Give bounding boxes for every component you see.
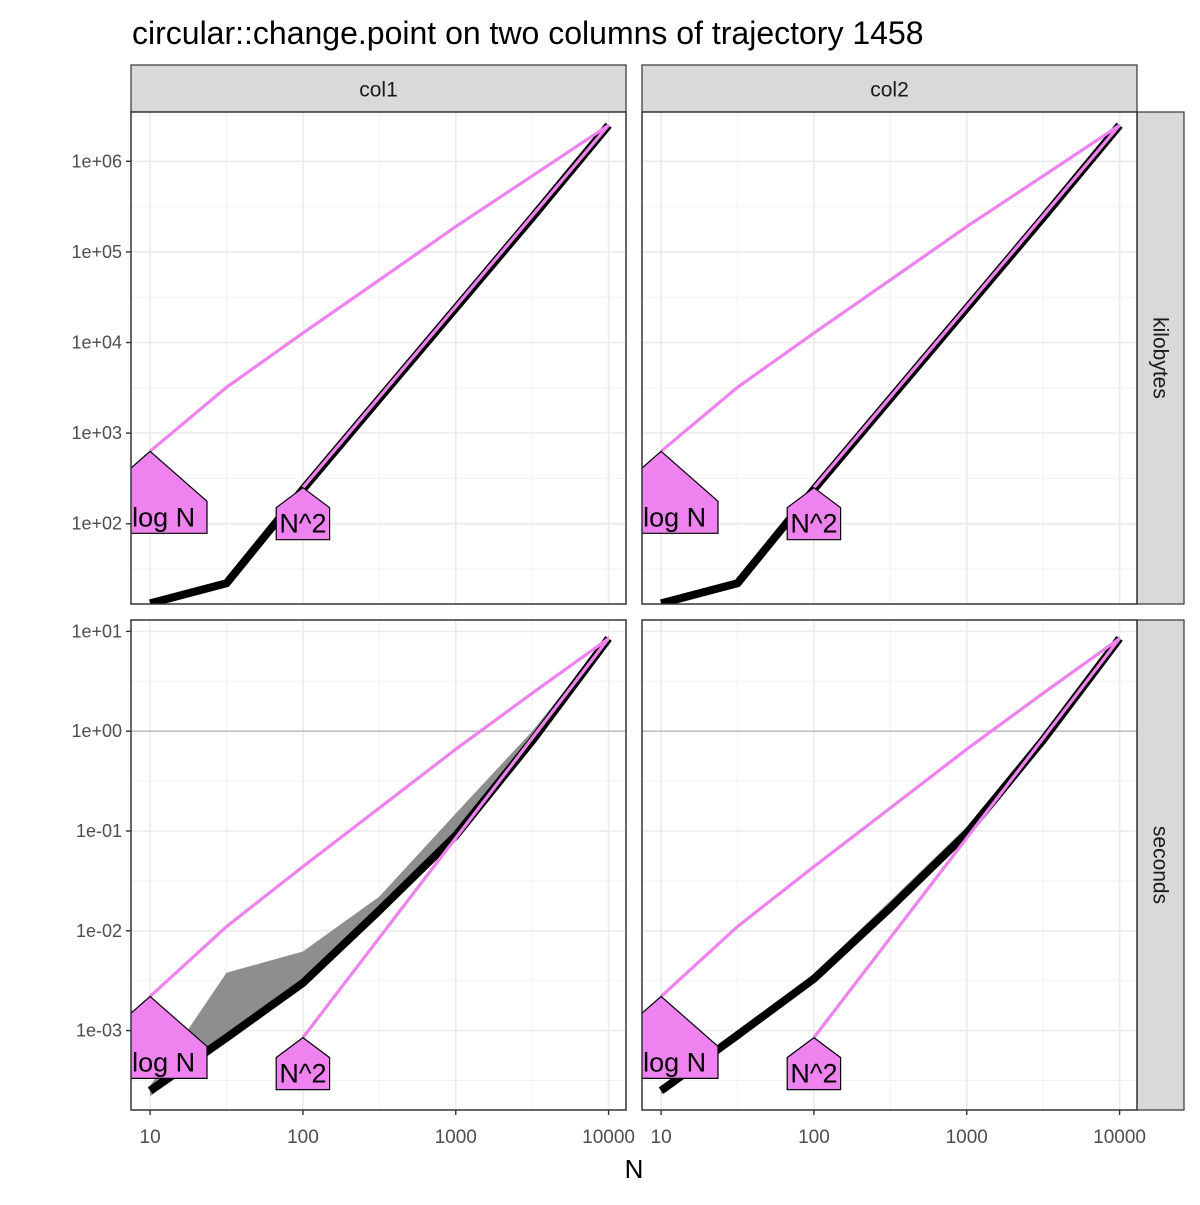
direct-label-text: N^2 bbox=[790, 1059, 837, 1089]
facet-strip-col2: col2 bbox=[641, 64, 1138, 113]
x-tick-label: 10 bbox=[651, 1127, 672, 1148]
y-tick-label: 1e-02 bbox=[76, 921, 122, 941]
panel-col1-kilobytes: N log N N^2 1e+02 1e+03 1e+04 1e+05 1e+06 bbox=[71, 111, 627, 605]
direct-label-text: N^2 bbox=[279, 509, 326, 539]
plot-area: N log N N^2 bbox=[616, 635, 1123, 1095]
facet-strip-label: seconds bbox=[1149, 826, 1172, 904]
direct-label: N log N bbox=[616, 450, 719, 534]
facet-strip-label: kilobytes bbox=[1149, 317, 1172, 399]
y-tick-label: 1e+03 bbox=[71, 423, 122, 443]
facet-strip-label: col2 bbox=[870, 79, 909, 102]
panel-border bbox=[641, 619, 1138, 1111]
plot-area: N log N N^2 bbox=[616, 122, 1123, 604]
direct-label-text: N log N bbox=[616, 1047, 706, 1077]
direct-label-box bbox=[275, 1036, 331, 1091]
x-tick-label: 1000 bbox=[435, 1127, 477, 1148]
facet-strip-seconds: seconds bbox=[1136, 619, 1185, 1111]
y-tick-label: 1e+04 bbox=[71, 333, 122, 353]
direct-label-box bbox=[642, 450, 719, 534]
reference-line-n-squared bbox=[812, 124, 1121, 489]
direct-label: N^2 bbox=[275, 1036, 331, 1091]
x-tick-label: 1000 bbox=[946, 1127, 988, 1148]
facet-strip-label: col1 bbox=[359, 79, 398, 102]
direct-label-text: N log N bbox=[616, 502, 706, 532]
direct-label: N^2 bbox=[786, 486, 842, 541]
x-tick-label: 10 bbox=[140, 1127, 161, 1148]
direct-label: N^2 bbox=[275, 486, 331, 541]
x-axis-col1: 10 100 1000 10000 bbox=[140, 1110, 635, 1148]
panel-background bbox=[131, 112, 626, 604]
reference-line-n-squared bbox=[812, 637, 1121, 1039]
facet-strip-bg bbox=[130, 64, 627, 113]
y-axis-seconds: 1e-03 1e-02 1e-01 1e+00 1e+01 bbox=[71, 621, 131, 1041]
reference-line-n-log-n bbox=[660, 637, 1121, 998]
panel-border bbox=[641, 111, 1138, 605]
panel-col2-kilobytes: N log N N^2 bbox=[616, 111, 1138, 605]
x-tick-label: 10000 bbox=[1093, 1127, 1146, 1148]
chart-title: circular::change.point on two columns of… bbox=[132, 15, 924, 51]
y-tick-label: 1e+02 bbox=[71, 514, 122, 534]
panel-col2-seconds: N log N N^2 10 100 1000 10000 bbox=[616, 619, 1146, 1148]
reference-line-n-squared bbox=[301, 124, 610, 489]
direct-label: N log N bbox=[616, 995, 719, 1080]
reference-line-n-log-n bbox=[149, 123, 610, 453]
direct-label-box bbox=[131, 995, 208, 1080]
facet-strip-col1: col1 bbox=[130, 64, 627, 113]
panel-col1-seconds: N log N N^2 1e-03 1e-02 1e-01 1e+00 1e+01 10 100… bbox=[71, 619, 635, 1148]
panel-background bbox=[642, 620, 1137, 1110]
y-axis-kilobytes: 1e+02 1e+03 1e+04 1e+05 1e+06 bbox=[71, 151, 131, 534]
panel-background bbox=[642, 112, 1137, 604]
direct-label-box bbox=[642, 995, 719, 1080]
direct-label-box bbox=[786, 486, 842, 541]
y-tick-label: 1e+05 bbox=[71, 242, 122, 262]
direct-label-box bbox=[131, 450, 208, 534]
panel-border bbox=[130, 619, 627, 1111]
y-tick-label: 1e+00 bbox=[71, 721, 122, 741]
facet-strip-bg bbox=[1136, 111, 1185, 605]
direct-label: N log N bbox=[105, 450, 208, 534]
direct-label-text: N log N bbox=[105, 502, 195, 532]
reference-line-n-squared bbox=[301, 637, 610, 1039]
x-tick-label: 100 bbox=[287, 1127, 319, 1148]
x-axis-title: N bbox=[625, 1154, 644, 1184]
reference-line-n-log-n bbox=[660, 123, 1121, 453]
facet-strip-kilobytes: kilobytes bbox=[1136, 111, 1185, 605]
direct-label-text: N^2 bbox=[279, 1059, 326, 1089]
measured-range-band bbox=[150, 635, 609, 1097]
plot-area: N log N N^2 bbox=[105, 122, 612, 604]
reference-line-n-log-n bbox=[149, 637, 610, 998]
x-tick-label: 100 bbox=[798, 1127, 830, 1148]
direct-label-text: N log N bbox=[105, 1047, 195, 1077]
direct-label: N^2 bbox=[786, 1036, 842, 1091]
x-tick-label: 10000 bbox=[582, 1127, 635, 1148]
y-tick-label: 1e-03 bbox=[76, 1021, 122, 1041]
direct-label-text: N^2 bbox=[790, 509, 837, 539]
direct-label-box bbox=[786, 1036, 842, 1091]
y-tick-label: 1e+01 bbox=[71, 621, 122, 641]
y-tick-label: 1e-01 bbox=[76, 821, 122, 841]
panel-border bbox=[130, 111, 627, 605]
direct-label-box bbox=[275, 486, 331, 541]
y-tick-label: 1e+06 bbox=[71, 151, 122, 171]
direct-label: N log N bbox=[105, 995, 208, 1080]
facet-strip-bg bbox=[641, 64, 1138, 113]
plot-area: N log N N^2 bbox=[105, 635, 612, 1097]
x-axis-col2: 10 100 1000 10000 bbox=[651, 1110, 1146, 1148]
facet-strip-bg bbox=[1136, 619, 1185, 1111]
